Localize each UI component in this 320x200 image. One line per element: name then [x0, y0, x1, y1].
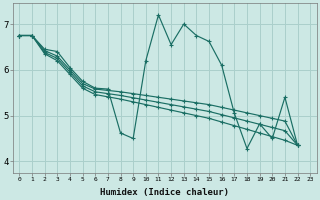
X-axis label: Humidex (Indice chaleur): Humidex (Indice chaleur): [100, 188, 229, 197]
